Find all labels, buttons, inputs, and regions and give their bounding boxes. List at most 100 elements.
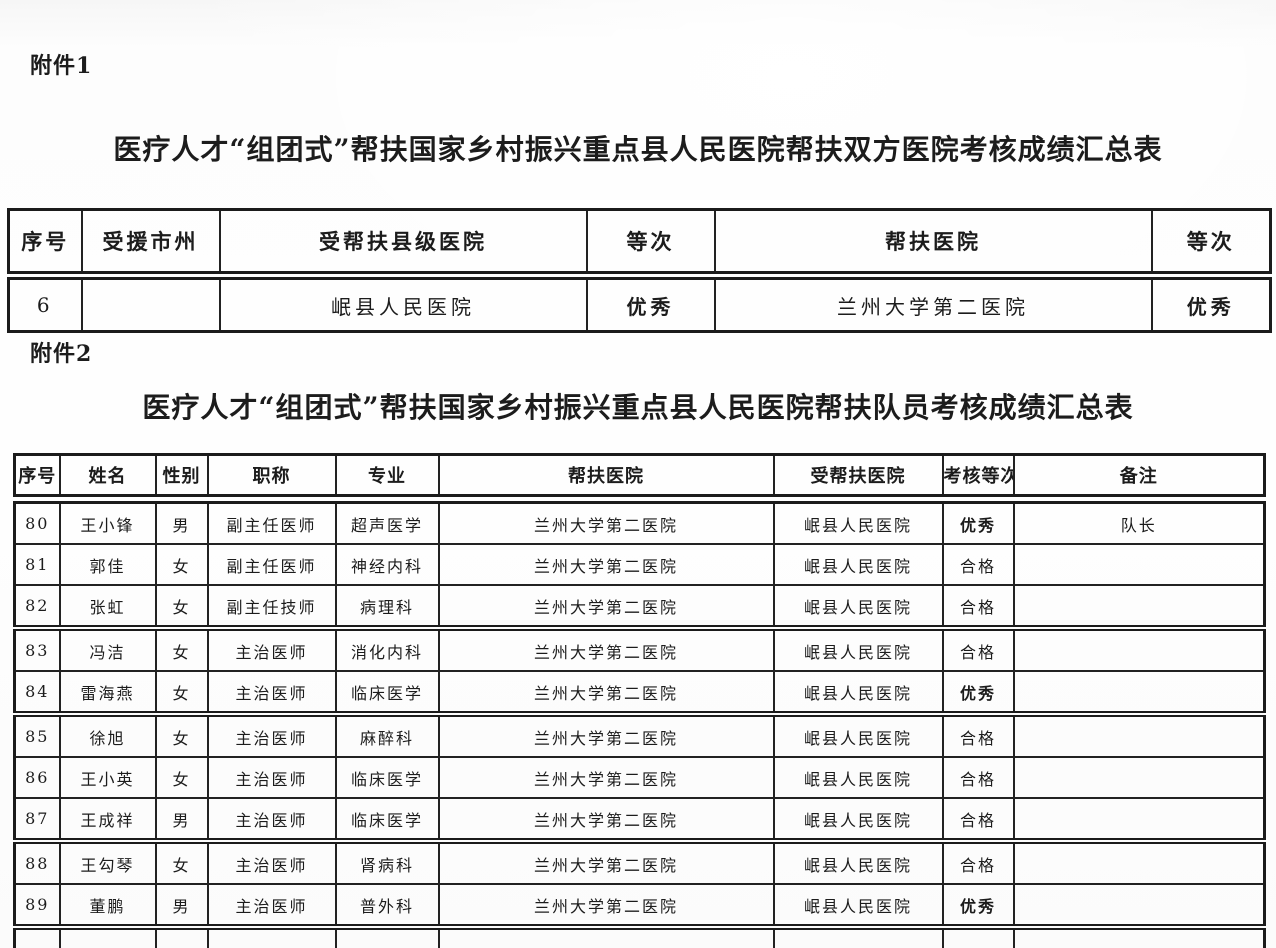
table-cell: 王勾琴: [58, 840, 157, 885]
table-row: 6 岷县人民医院 优秀 兰州大学第二医院 优秀: [7, 277, 1272, 333]
table-cell: 董鹏: [58, 883, 157, 930]
table-cell: 麻醉科: [334, 713, 440, 758]
table-cell: 岷县人民医院: [772, 543, 944, 586]
table-cell: 临床医学: [334, 797, 440, 844]
table-cell: 主治医师: [206, 756, 337, 799]
column-header: 受援市州: [80, 208, 221, 274]
table-cell: 岷县人民医院: [772, 883, 944, 930]
table-cell: 男: [154, 501, 209, 545]
table-cell: 岷县人民医院: [772, 756, 944, 799]
table-cell: 兰州大学第二医院: [713, 277, 1153, 333]
table-cell: 合格: [941, 797, 1015, 844]
table-cell: [1012, 543, 1266, 586]
table-cell: 岷县人民医院: [218, 277, 588, 333]
table-cell: 兰州大学第二医院: [437, 543, 775, 586]
table-cell: 女: [154, 584, 209, 631]
table-cell: 主治医师: [206, 840, 337, 885]
table-cell: [437, 926, 775, 948]
table-cell: 87: [13, 797, 61, 844]
table-cell: 88: [13, 840, 61, 885]
column-header: 序号: [7, 208, 83, 274]
table-cell: 85: [13, 713, 61, 758]
table-cell: 病理科: [334, 584, 440, 631]
column-header: 帮扶医院: [713, 208, 1153, 274]
table-cell: 80: [13, 501, 61, 545]
table-cell: 岷县人民医院: [772, 584, 944, 631]
table-cell: 兰州大学第二医院: [437, 756, 775, 799]
column-header: 性别: [154, 453, 209, 497]
table-cell: 82: [13, 584, 61, 631]
table-cell: 临床医学: [334, 756, 440, 799]
table-cell: 徐旭: [58, 713, 157, 758]
partial-clipped-row: [13, 926, 1266, 948]
header-row: 序号 姓名 性别 职称 专业 帮扶医院 受帮扶医院 考核等次 备注: [13, 453, 1266, 497]
table-cell: 女: [154, 543, 209, 586]
table-cell: 王小锋: [58, 501, 157, 545]
column-header: 职称: [206, 453, 337, 497]
table-cell: 89: [13, 883, 61, 930]
table-row: 81 郭佳女副主任医师 神经内科 兰州大学第二医院 岷县人民医院 合格: [13, 543, 1266, 586]
table-cell: 普外科: [334, 883, 440, 930]
table-cell: 副主任医师: [206, 501, 337, 545]
hospital-score-table-body: 6 岷县人民医院 优秀 兰州大学第二医院 优秀: [7, 277, 1272, 333]
table-row: 82 张虹女副主任技师 病理科 兰州大学第二医院 岷县人民医院 合格: [13, 584, 1266, 631]
table-row: 85 徐旭女主治医师 麻醉科 兰州大学第二医院 岷县人民医院 合格: [13, 713, 1266, 758]
table-cell: 主治医师: [206, 713, 337, 758]
table-cell: 主治医师: [206, 797, 337, 844]
table-cell: 兰州大学第二医院: [437, 627, 775, 672]
table-row: 87 王成祥男主治医师 临床医学 兰州大学第二医院 岷县人民医院 合格: [13, 797, 1266, 844]
table-cell: 女: [154, 627, 209, 672]
table-cell: 合格: [941, 543, 1015, 586]
table-cell: [1012, 713, 1266, 758]
table-cell: 神经内科: [334, 543, 440, 586]
table-cell: [1012, 883, 1266, 930]
table-cell: 优秀: [1150, 277, 1272, 333]
table-cell: 84: [13, 670, 61, 717]
table-cell: 副主任技师: [206, 584, 337, 631]
table-cell: [1012, 670, 1266, 717]
table-cell: 86: [13, 756, 61, 799]
table-cell: 83: [13, 627, 61, 672]
team-member-score-table-body: 80 王小锋男副主任医师 超声医学 兰州大学第二医院 岷县人民医院 优秀 队长 81 郭佳女副主…: [13, 501, 1266, 948]
table-cell: [772, 926, 944, 948]
table-cell: 合格: [941, 756, 1015, 799]
table-cell: 女: [154, 756, 209, 799]
table-cell: 王成祥: [58, 797, 157, 844]
table-cell: 兰州大学第二医院: [437, 797, 775, 844]
table-cell: [80, 277, 221, 333]
hospital-score-table-header: 序号 受援市州 受帮扶县级医院 等次 帮扶医院 等次: [7, 208, 1272, 274]
column-header: 帮扶医院: [437, 453, 775, 497]
attachment1-label: 附件1: [30, 53, 93, 79]
header-row: 序号 受援市州 受帮扶县级医院 等次 帮扶医院 等次: [7, 208, 1272, 274]
attachment1-title: 医疗人才“组团式”帮扶国家乡村振兴重点县人民医院帮扶双方医院考核成绩汇总表: [113, 133, 1163, 166]
table-cell: [206, 926, 337, 948]
attachment2-label: 附件2: [30, 341, 93, 367]
table-cell: 男: [154, 883, 209, 930]
table-cell: 队长: [1012, 501, 1266, 545]
table-cell: 女: [154, 670, 209, 717]
table-cell: [1012, 627, 1266, 672]
table-cell: 主治医师: [206, 627, 337, 672]
table-cell: [1012, 926, 1266, 948]
table-row: 83 冯洁女主治医师 消化内科 兰州大学第二医院 岷县人民医院 合格: [13, 627, 1266, 672]
table-cell: 81: [13, 543, 61, 586]
table-cell: 6: [7, 277, 83, 333]
table-cell: [1012, 756, 1266, 799]
table-cell: 优秀: [941, 501, 1015, 545]
table-cell: 岷县人民医院: [772, 627, 944, 672]
table-cell: 超声医学: [334, 501, 440, 545]
column-header: 专业: [334, 453, 440, 497]
table-cell: [58, 926, 157, 948]
table-cell: 主治医师: [206, 670, 337, 717]
table-cell: 优秀: [585, 277, 716, 333]
table-cell: 消化内科: [334, 627, 440, 672]
table-cell: 兰州大学第二医院: [437, 840, 775, 885]
table-cell: 主治医师: [206, 883, 337, 930]
table-cell: 郭佳: [58, 543, 157, 586]
table-cell: 副主任医师: [206, 543, 337, 586]
table-cell: 冯洁: [58, 627, 157, 672]
table-cell: [1012, 840, 1266, 885]
table-cell: 张虹: [58, 584, 157, 631]
table-cell: 优秀: [941, 670, 1015, 717]
